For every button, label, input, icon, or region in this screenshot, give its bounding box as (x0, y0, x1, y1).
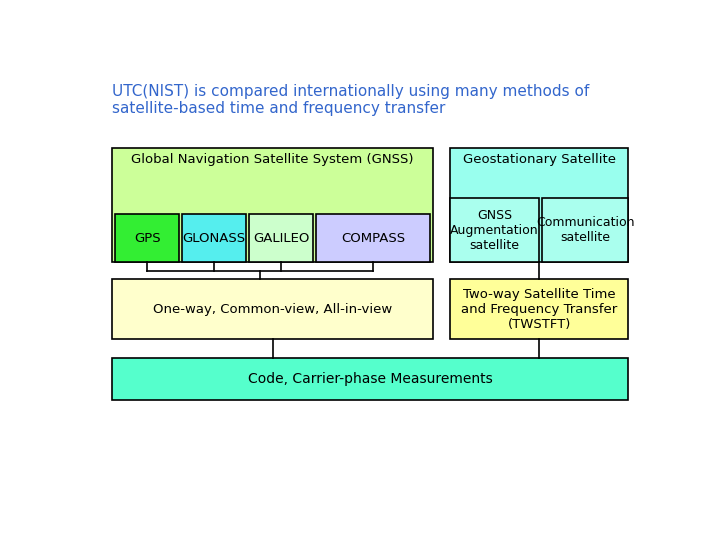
Text: UTC(NIST) is compared internationally using many methods of
satellite-based time: UTC(NIST) is compared internationally us… (112, 84, 590, 116)
FancyBboxPatch shape (542, 198, 629, 262)
Text: One-way, Common-view, All-in-view: One-way, Common-view, All-in-view (153, 302, 392, 315)
FancyBboxPatch shape (112, 279, 433, 339)
Text: GNSS
Augmentation
satellite: GNSS Augmentation satellite (450, 208, 539, 252)
FancyBboxPatch shape (112, 148, 433, 262)
FancyBboxPatch shape (249, 214, 313, 262)
FancyBboxPatch shape (112, 358, 629, 400)
Text: Geostationary Satellite: Geostationary Satellite (463, 153, 616, 166)
Text: GALILEO: GALILEO (253, 232, 310, 245)
Text: GPS: GPS (134, 232, 161, 245)
FancyBboxPatch shape (316, 214, 431, 262)
FancyBboxPatch shape (450, 198, 539, 262)
FancyBboxPatch shape (115, 214, 179, 262)
FancyBboxPatch shape (450, 148, 629, 262)
Text: GLONASS: GLONASS (183, 232, 246, 245)
FancyBboxPatch shape (182, 214, 246, 262)
Text: Global Navigation Satellite System (GNSS): Global Navigation Satellite System (GNSS… (132, 153, 414, 166)
Text: COMPASS: COMPASS (341, 232, 405, 245)
FancyBboxPatch shape (450, 279, 629, 339)
Text: Communication
satellite: Communication satellite (536, 216, 634, 244)
Text: Code, Carrier-phase Measurements: Code, Carrier-phase Measurements (248, 372, 492, 386)
Text: Two-way Satellite Time
and Frequency Transfer
(TWSTFT): Two-way Satellite Time and Frequency Tra… (461, 288, 617, 330)
